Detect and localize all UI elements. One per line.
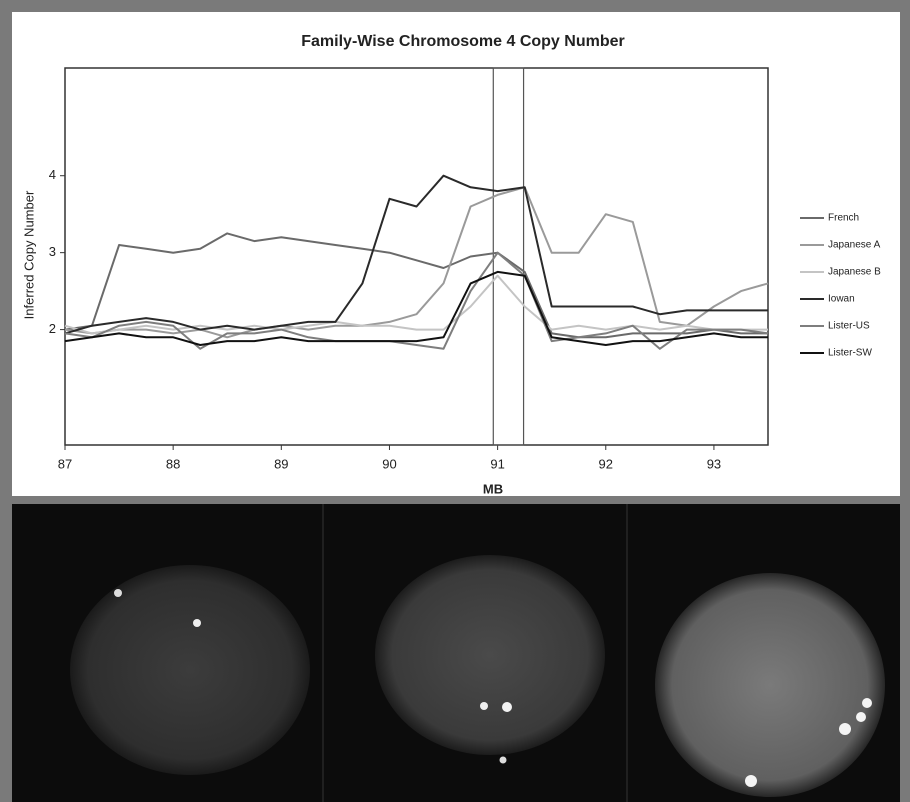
legend-label: Lister-US: [828, 321, 870, 332]
signal-spot: [500, 757, 507, 764]
chart-panel: [12, 12, 900, 496]
nucleus: [655, 573, 885, 797]
nucleus: [375, 555, 605, 755]
signal-spot: [745, 775, 757, 787]
figure: Family-Wise Chromosome 4 Copy Number Inf…: [0, 0, 910, 802]
x-tick-label: 87: [58, 456, 72, 471]
x-tick-label: 90: [382, 456, 396, 471]
x-tick-label: 89: [274, 456, 288, 471]
signal-spot: [856, 712, 866, 722]
signal-spot: [480, 702, 488, 710]
signal-spot: [193, 619, 201, 627]
micrographs: [12, 504, 900, 802]
page: {"chart_data": {"type": "line", "title":…: [0, 0, 910, 802]
y-tick-label: 3: [49, 244, 56, 259]
legend-label: Lister-SW: [828, 348, 872, 359]
signal-spot: [839, 723, 851, 735]
nucleus: [70, 565, 310, 775]
signal-spot: [502, 702, 512, 712]
signal-spot: [862, 698, 872, 708]
y-axis-label: Inferred Copy Number: [21, 190, 36, 319]
signal-spot: [114, 589, 122, 597]
x-tick-label: 93: [707, 456, 721, 471]
legend-label: Japanese B: [828, 267, 881, 278]
x-axis-label: MB: [483, 481, 503, 496]
y-tick-label: 4: [49, 167, 56, 182]
legend-label: Japanese A: [828, 240, 881, 251]
x-tick-label: 88: [166, 456, 180, 471]
legend-label: French: [828, 213, 859, 224]
x-tick-label: 91: [490, 456, 504, 471]
y-tick-label: 2: [49, 321, 56, 336]
x-tick-label: 92: [599, 456, 613, 471]
legend-label: Iowan: [828, 294, 855, 305]
chart-title: Family-Wise Chromosome 4 Copy Number: [301, 33, 624, 50]
